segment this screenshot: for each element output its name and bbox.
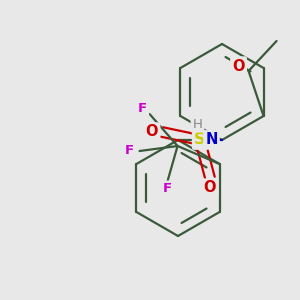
- Text: F: F: [163, 182, 172, 196]
- Text: S: S: [194, 133, 206, 148]
- Text: O: O: [232, 58, 245, 74]
- Text: F: F: [125, 145, 134, 158]
- Text: H: H: [193, 118, 202, 130]
- Text: F: F: [138, 103, 147, 116]
- Text: N: N: [205, 133, 218, 148]
- Text: O: O: [146, 124, 158, 140]
- Text: O: O: [204, 181, 216, 196]
